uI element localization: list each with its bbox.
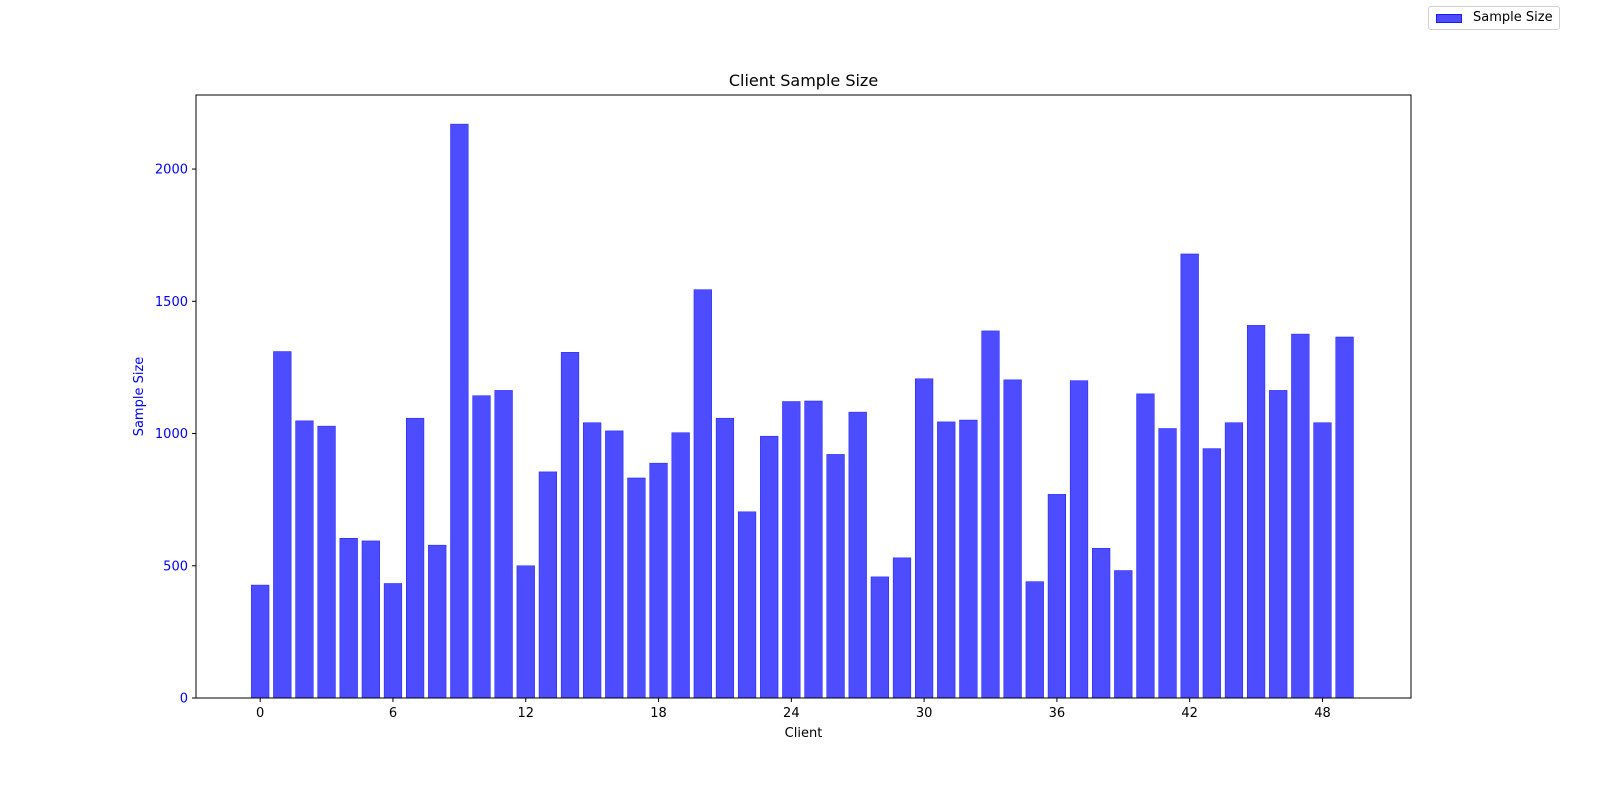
bar-client-10 [472,395,491,699]
bar-client-22 [737,511,757,699]
bar-client-7 [405,417,425,699]
bar-client-40 [1136,393,1155,699]
y-tick-label: 1000 [155,427,188,442]
bar-client-2 [295,420,314,699]
bar-client-19 [671,432,690,699]
bar-client-24 [782,401,801,699]
bar-client-47 [1291,333,1310,699]
bar-client-28 [870,576,889,699]
bar-client-29 [892,557,912,699]
legend: Sample Size [1428,6,1560,30]
bar-client-49 [1335,336,1354,699]
bar-client-8 [428,544,447,699]
y-axis-label: Sample Size [132,357,147,437]
bar-client-1 [273,351,292,699]
bar-client-16 [605,430,624,699]
bar-client-15 [583,422,602,699]
bar-client-25 [804,400,823,699]
bar-client-18 [649,462,668,699]
bar-client-39 [1114,570,1133,699]
bars-group [251,123,1354,699]
chart-title: Client Sample Size [729,71,878,90]
bar-client-42 [1180,253,1199,699]
x-tick-label: 18 [650,706,667,721]
bar-client-23 [760,435,779,699]
bar-client-26 [826,454,845,699]
y-tick-label: 1500 [155,295,188,310]
bar-client-13 [538,471,557,699]
x-tick-label: 12 [517,706,534,721]
bar-client-31 [937,421,956,699]
bar-client-46 [1269,390,1288,699]
x-tick-label: 6 [389,706,397,721]
bar-client-9 [450,123,469,699]
plot-frame [195,94,1412,699]
x-axis: 0 6 12 18 24 30 36 42 48 [256,698,1331,721]
bar-client-30 [915,378,934,699]
x-tick-label: 24 [783,706,800,721]
bar-client-38 [1092,548,1111,699]
bar-client-3 [317,425,336,699]
bar-client-45 [1246,325,1266,699]
x-tick-label: 30 [916,706,933,721]
bar-client-33 [981,330,1000,699]
x-tick-label: 36 [1049,706,1066,721]
bar-client-35 [1025,581,1044,699]
bar-client-41 [1158,428,1177,699]
y-tick-label: 500 [163,559,188,574]
bar-client-20 [693,289,712,699]
bar-client-6 [383,583,403,699]
bar-client-43 [1202,448,1221,699]
bar-client-36 [1047,494,1067,699]
y-tick-label: 0 [180,692,188,707]
x-tick-label: 42 [1181,706,1198,721]
bar-client-44 [1224,422,1244,699]
bar-client-48 [1313,422,1332,699]
bar-client-32 [959,419,978,699]
bar-client-17 [627,477,646,699]
bar-client-21 [715,417,735,699]
legend-label: Sample Size [1473,10,1553,25]
bar-client-0 [251,584,270,699]
x-tick-label: 0 [256,706,264,721]
bar-client-34 [1003,379,1022,699]
bar-client-5 [361,540,380,699]
x-tick-label: 48 [1314,706,1331,721]
legend-swatch [1436,14,1462,23]
bar-client-14 [560,352,580,699]
y-axis: 0 500 1000 1500 2000 [155,163,196,707]
y-tick-label: 2000 [155,163,188,178]
bar-client-27 [848,411,867,699]
bar-client-12 [516,565,535,699]
bar-client-37 [1069,380,1089,699]
x-axis-label: Client [785,726,823,741]
bar-client-11 [494,390,513,699]
bar-client-4 [339,538,358,699]
